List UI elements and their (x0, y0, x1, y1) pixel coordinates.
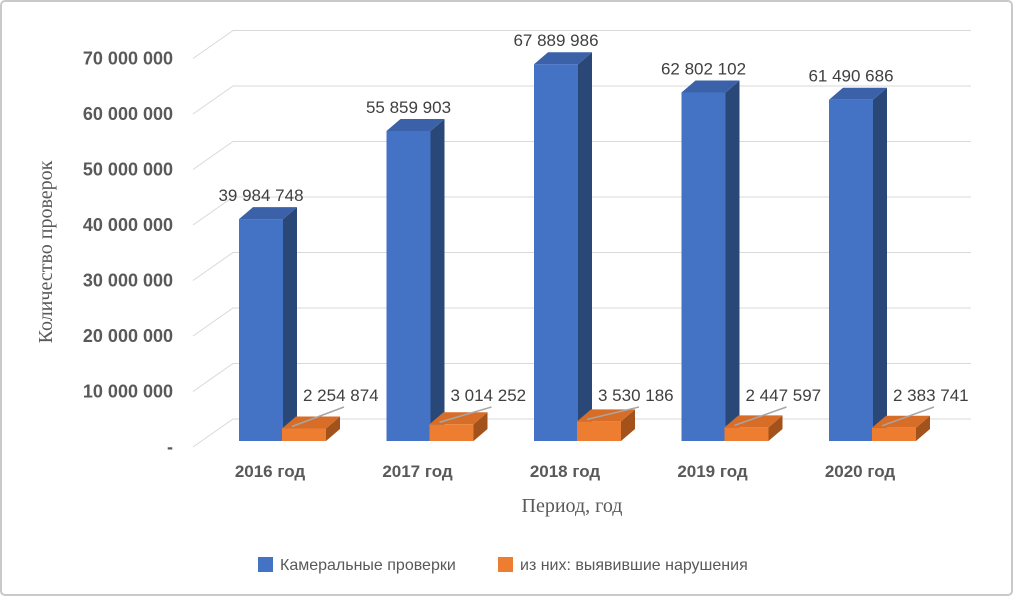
x-category-label: 2017 год (382, 462, 453, 481)
data-labels: 39 984 748 2 254 874 55 859 903 3 014 252 67… (218, 31, 968, 405)
y-tick-label: 30 000 000 (83, 271, 173, 291)
x-category-label: 2018 год (530, 462, 601, 481)
legend: Камеральные проверки из них: выявившие н… (258, 557, 748, 574)
data-label-series2: 2 254 874 (303, 386, 379, 405)
legend-label-series2: из них: выявившие нарушения (520, 557, 748, 574)
leader-line (439, 406, 492, 423)
y-tick-label: 70 000 000 (83, 49, 173, 69)
gridlines (192, 30, 971, 448)
y-axis-tick-labels: - 10 000 000 20 000 000 30 000 000 40 000 00… (83, 49, 173, 458)
data-label-series1: 67 889 986 (513, 31, 598, 50)
leader-line (291, 406, 345, 428)
data-label-series1: 62 802 102 (661, 59, 746, 78)
y-tick-label: 50 000 000 (83, 160, 173, 180)
x-category-label: 2020 год (825, 462, 896, 481)
data-label-series2: 2 383 741 (893, 386, 969, 405)
bar-3d (534, 52, 592, 442)
data-label-series2: 3 530 186 (598, 386, 674, 405)
legend-label-series1: Камеральные проверки (280, 557, 456, 574)
leader-line (881, 406, 935, 427)
y-tick-label: 20 000 000 (83, 326, 173, 346)
data-label-series2: 2 447 597 (746, 386, 822, 405)
y-tick-label: - (167, 437, 173, 457)
data-label-series1: 39 984 748 (218, 186, 303, 205)
y-tick-label: 10 000 000 (83, 382, 173, 402)
leader-line (586, 406, 640, 421)
bars (239, 52, 930, 442)
bar-3d (681, 80, 740, 441)
bar-3d (829, 87, 887, 442)
bar-3d (239, 207, 297, 441)
data-label-series1: 55 859 903 (366, 98, 451, 117)
y-tick-label: 40 000 000 (83, 215, 173, 235)
gridline (192, 30, 971, 59)
y-axis-title: Количество проверок (35, 160, 57, 343)
legend-swatch-series1 (258, 557, 273, 572)
x-axis-title: Период, год (522, 495, 623, 517)
bar-3d (724, 415, 783, 441)
x-category-label: 2019 год (677, 462, 748, 481)
bar-3d (386, 118, 445, 441)
legend-swatch-series2 (498, 557, 513, 572)
data-label-series2: 3 014 252 (451, 386, 527, 405)
leader-line (734, 406, 787, 427)
data-label-series1: 61 490 686 (808, 67, 893, 86)
x-category-label: 2016 год (235, 462, 306, 481)
y-tick-label: 60 000 000 (83, 104, 173, 124)
category-labels: 2016 год 2017 год 2018 год 2019 год 2020 год (235, 462, 896, 481)
label-leader-lines (291, 406, 935, 428)
